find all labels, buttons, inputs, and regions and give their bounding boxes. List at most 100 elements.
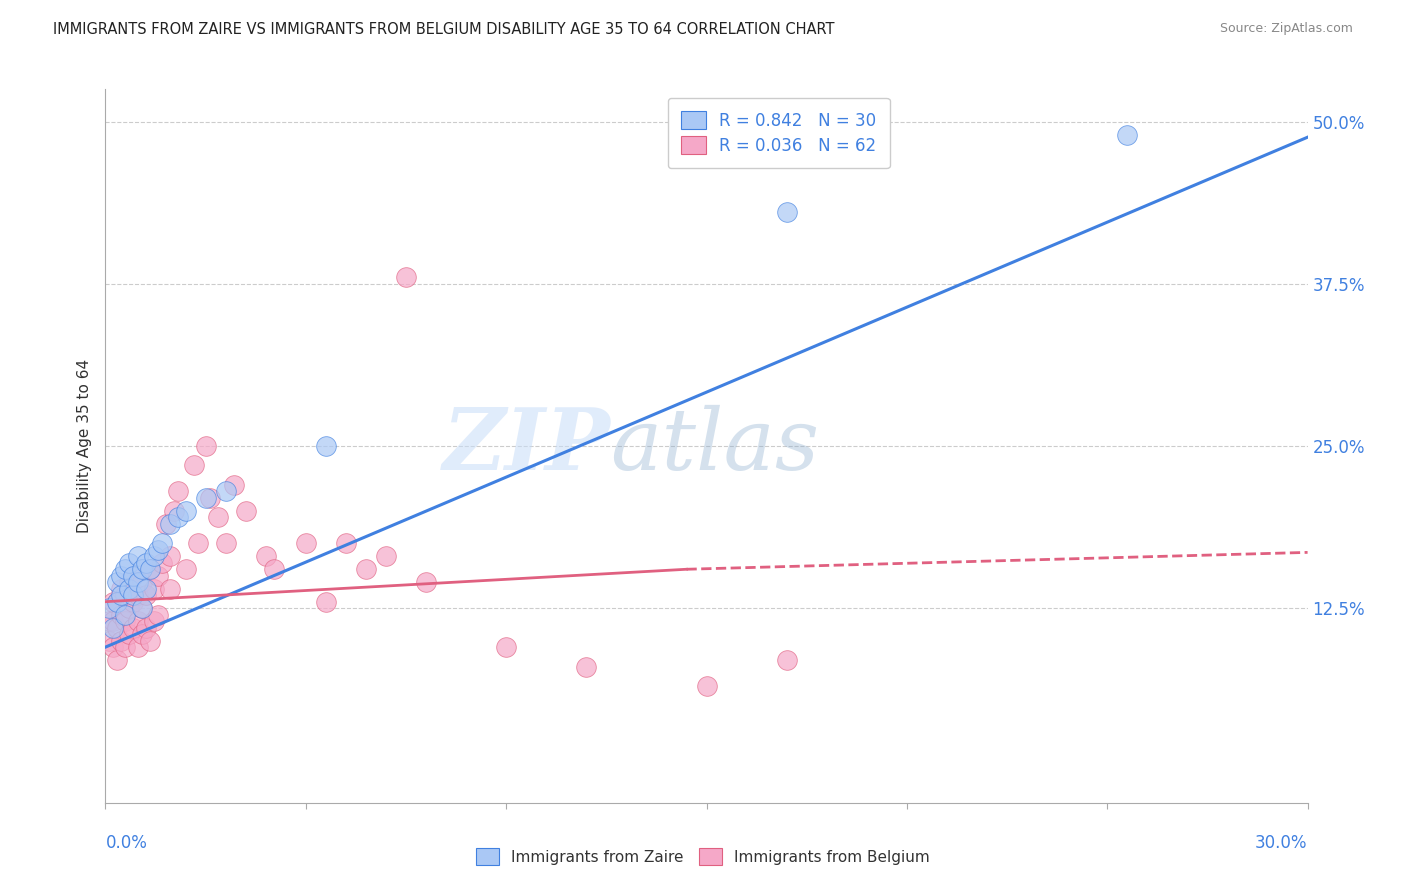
Point — [135, 582, 157, 596]
Point — [159, 549, 181, 564]
Point — [131, 627, 153, 641]
Point — [131, 601, 153, 615]
Point — [295, 536, 318, 550]
Point — [131, 575, 153, 590]
Text: Source: ZipAtlas.com: Source: ZipAtlas.com — [1219, 22, 1353, 36]
Point — [135, 588, 157, 602]
Point — [214, 484, 236, 499]
Point — [107, 595, 129, 609]
Point — [395, 270, 418, 285]
Point — [110, 633, 132, 648]
Point — [142, 614, 165, 628]
Point — [110, 582, 132, 596]
Point — [114, 562, 136, 576]
Point — [98, 601, 121, 615]
Point — [183, 458, 205, 473]
Point — [131, 562, 153, 576]
Point — [127, 640, 149, 654]
Point — [114, 588, 136, 602]
Point — [127, 575, 149, 590]
Point — [198, 491, 221, 505]
Point — [575, 659, 598, 673]
Point — [118, 601, 141, 615]
Point — [118, 582, 141, 596]
Point — [127, 588, 149, 602]
Point — [135, 621, 157, 635]
Text: 0.0%: 0.0% — [105, 834, 148, 852]
Point — [107, 575, 129, 590]
Point — [207, 510, 229, 524]
Point — [374, 549, 398, 564]
Point — [127, 614, 149, 628]
Point — [107, 621, 129, 635]
Point — [776, 653, 799, 667]
Text: ZIP: ZIP — [443, 404, 610, 488]
Point — [235, 504, 257, 518]
Point — [155, 516, 177, 531]
Point — [122, 568, 145, 582]
Legend: R = 0.842   N = 30, R = 0.036   N = 62: R = 0.842 N = 30, R = 0.036 N = 62 — [668, 97, 890, 169]
Point — [127, 549, 149, 564]
Point — [107, 595, 129, 609]
Text: atlas: atlas — [610, 405, 820, 487]
Point — [107, 653, 129, 667]
Point — [162, 504, 184, 518]
Point — [146, 607, 169, 622]
Point — [118, 575, 141, 590]
Point — [166, 484, 188, 499]
Point — [354, 562, 377, 576]
Legend: Immigrants from Zaire, Immigrants from Belgium: Immigrants from Zaire, Immigrants from B… — [470, 842, 936, 871]
Point — [122, 621, 145, 635]
Point — [138, 562, 160, 576]
Point — [159, 582, 181, 596]
Point — [122, 568, 145, 582]
Point — [118, 627, 141, 641]
Point — [110, 568, 132, 582]
Point — [138, 633, 160, 648]
Point — [194, 491, 217, 505]
Text: IMMIGRANTS FROM ZAIRE VS IMMIGRANTS FROM BELGIUM DISABILITY AGE 35 TO 64 CORRELA: IMMIGRANTS FROM ZAIRE VS IMMIGRANTS FROM… — [53, 22, 835, 37]
Point — [103, 595, 125, 609]
Point — [150, 556, 173, 570]
Point — [110, 588, 132, 602]
Point — [222, 478, 245, 492]
Point — [114, 607, 136, 622]
Point — [335, 536, 357, 550]
Point — [150, 536, 173, 550]
Point — [415, 575, 437, 590]
Point — [696, 679, 718, 693]
Point — [98, 633, 121, 648]
Point — [263, 562, 285, 576]
Point — [142, 582, 165, 596]
Point — [122, 588, 145, 602]
Point — [114, 640, 136, 654]
Point — [103, 614, 125, 628]
Point — [254, 549, 277, 564]
Point — [315, 595, 337, 609]
Point — [110, 607, 132, 622]
Point — [776, 205, 799, 219]
Point — [146, 568, 169, 582]
Point — [103, 640, 125, 654]
Point — [103, 621, 125, 635]
Point — [98, 614, 121, 628]
Point — [1116, 128, 1139, 142]
Point — [146, 542, 169, 557]
Point — [142, 549, 165, 564]
Point — [495, 640, 517, 654]
Point — [135, 556, 157, 570]
Point — [174, 562, 197, 576]
Point — [214, 536, 236, 550]
Point — [187, 536, 209, 550]
Y-axis label: Disability Age 35 to 64: Disability Age 35 to 64 — [76, 359, 91, 533]
Point — [159, 516, 181, 531]
Text: 30.0%: 30.0% — [1256, 834, 1308, 852]
Point — [138, 562, 160, 576]
Point — [131, 601, 153, 615]
Point — [122, 595, 145, 609]
Point — [174, 504, 197, 518]
Point — [118, 556, 141, 570]
Point — [114, 614, 136, 628]
Point — [315, 439, 337, 453]
Point — [166, 510, 188, 524]
